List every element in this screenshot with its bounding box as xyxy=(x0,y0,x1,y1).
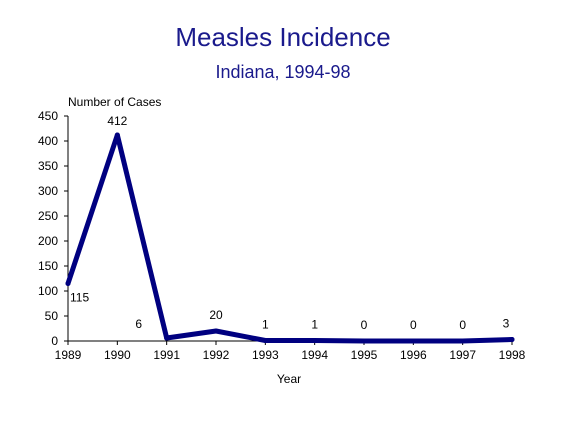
x-tick-label: 1990 xyxy=(104,348,131,362)
x-tick-label: 1994 xyxy=(301,348,328,362)
y-tick-label: 100 xyxy=(38,284,58,298)
data-point xyxy=(410,338,416,344)
data-label: 6 xyxy=(135,317,142,331)
series-line-measles-cases xyxy=(65,132,515,344)
data-point xyxy=(114,132,120,138)
chart-title: Measles Incidence xyxy=(175,22,391,52)
data-label: 1 xyxy=(262,318,269,332)
y-tick-label: 0 xyxy=(51,334,58,348)
data-point xyxy=(65,281,71,286)
data-point xyxy=(312,338,318,343)
y-tick-label: 250 xyxy=(38,209,58,223)
data-point xyxy=(460,338,466,344)
y-tick-label: 200 xyxy=(38,234,58,248)
y-tick-label: 450 xyxy=(38,109,58,123)
data-label: 0 xyxy=(410,318,417,332)
x-tick-label: 1998 xyxy=(499,348,526,362)
data-label: 0 xyxy=(459,318,466,332)
data-label: 412 xyxy=(107,114,127,128)
data-point xyxy=(213,328,219,334)
y-tick-label: 150 xyxy=(38,259,58,273)
x-tick-label: 1997 xyxy=(449,348,476,362)
data-label: 115 xyxy=(70,291,89,305)
data-label: 3 xyxy=(503,317,510,331)
data-label: 20 xyxy=(209,308,223,322)
x-tick-label: 1996 xyxy=(400,348,427,362)
x-tick-label: 1992 xyxy=(203,348,230,362)
y-tick-label: 400 xyxy=(38,134,58,148)
data-point xyxy=(262,338,268,343)
data-label: 1 xyxy=(311,318,318,332)
x-tick-label: 1991 xyxy=(153,348,180,362)
y-axis-label: Number of Cases xyxy=(68,95,161,109)
data-point xyxy=(361,338,367,344)
x-tick-label: 1995 xyxy=(351,348,378,362)
y-tick-label: 350 xyxy=(38,159,58,173)
data-point xyxy=(509,337,515,342)
data-point xyxy=(164,335,170,341)
y-tick-label: 300 xyxy=(38,184,58,198)
x-tick-label: 1989 xyxy=(55,348,82,362)
chart-subtitle: Indiana, 1994-98 xyxy=(215,62,351,82)
x-tick-label: 1993 xyxy=(252,348,279,362)
x-axis-label: Year xyxy=(277,372,301,386)
data-label: 0 xyxy=(361,318,368,332)
y-tick-label: 50 xyxy=(45,309,59,323)
